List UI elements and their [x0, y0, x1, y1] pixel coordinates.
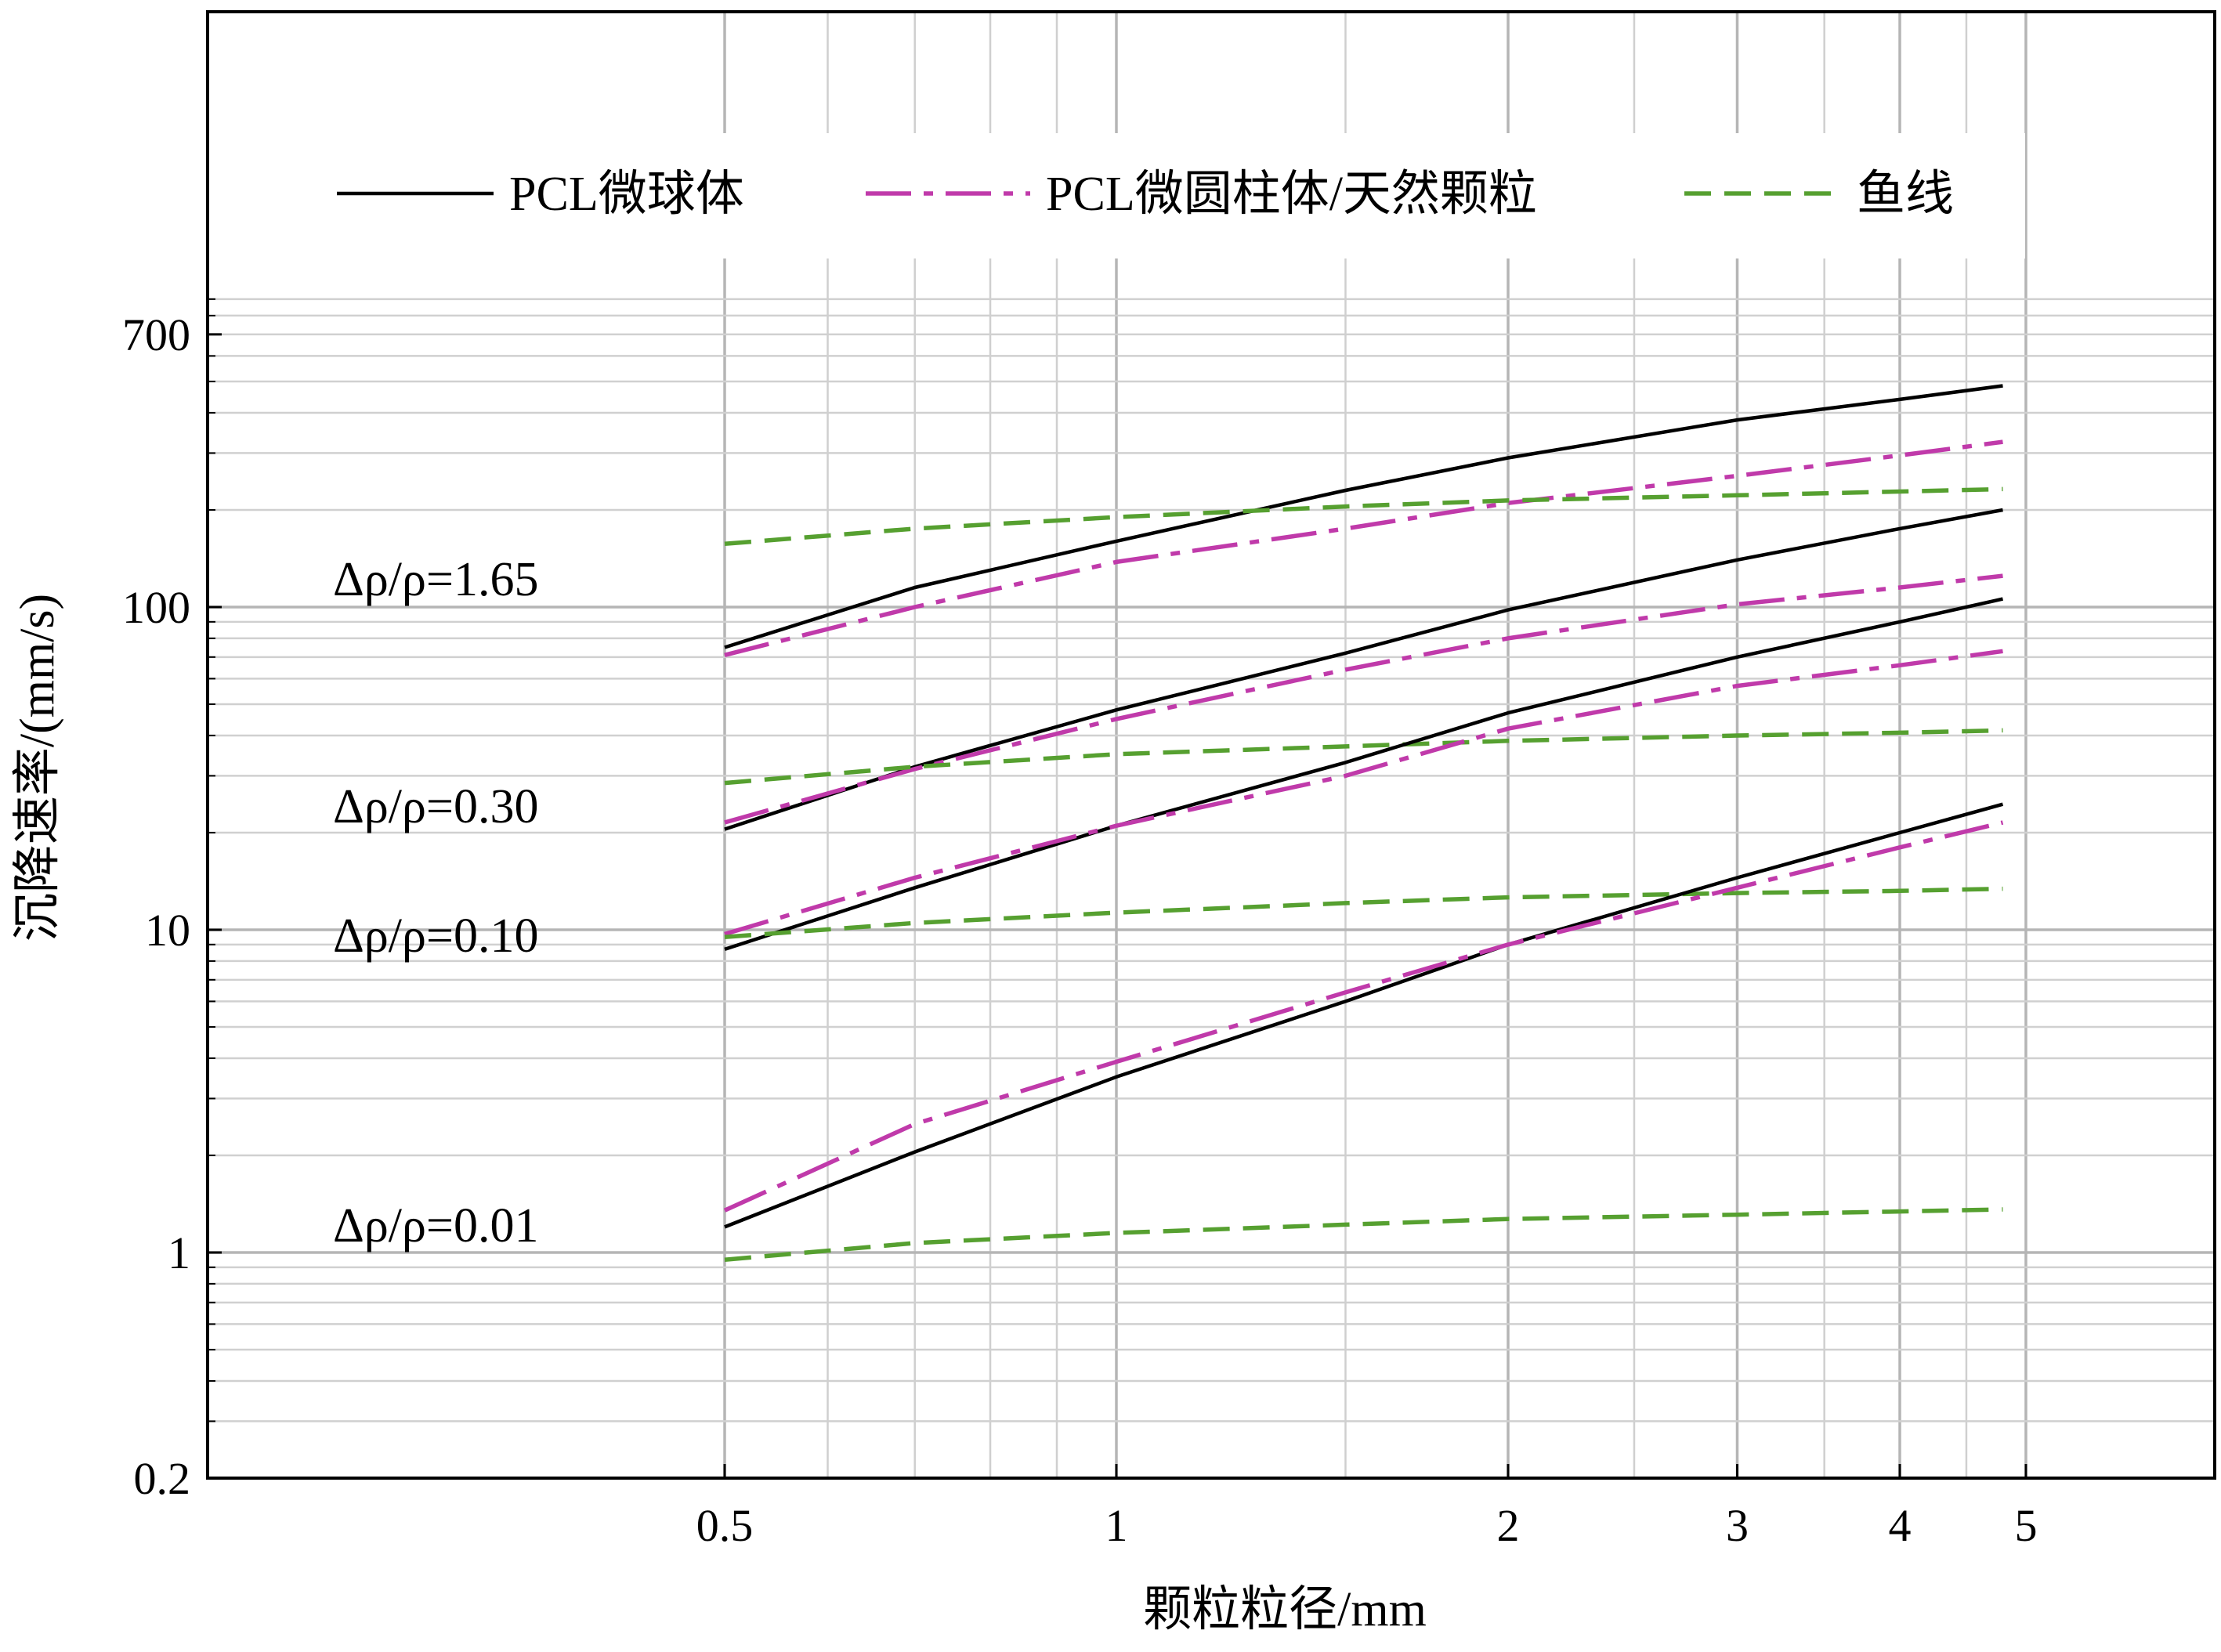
density-ratio-label: Δρ/ρ=1.65	[333, 553, 538, 606]
y-tick-label: 0.2	[134, 1453, 191, 1504]
x-tick-label: 5	[2014, 1500, 2037, 1551]
series-line	[724, 384, 2003, 649]
series-line	[724, 1207, 2003, 1262]
series-line	[724, 649, 2003, 937]
series-line	[724, 597, 2003, 952]
density-ratio-label: Δρ/ρ=0.30	[333, 780, 538, 833]
x-tick-label: 4	[1889, 1500, 1912, 1551]
series-line	[724, 728, 2003, 786]
density-ratio-label: Δρ/ρ=0.01	[333, 1199, 538, 1253]
x-axis-title: 颗粒粒径/mm	[1143, 1583, 1427, 1636]
series-line	[724, 573, 2003, 825]
x-tick-label: 2	[1497, 1500, 1520, 1551]
legend-label: 鱼线	[1857, 168, 1954, 221]
series-line	[724, 486, 2003, 547]
legend: PCL微球体 PCL微圆柱体/天然颗粒 鱼线	[309, 133, 2025, 258]
density-ratio-label: Δρ/ρ=0.10	[333, 909, 538, 963]
x-tick-label: 3	[1726, 1500, 1749, 1551]
tick-layer: 0.5 1 2 3 4 5 0.2 1 10 100 700	[122, 298, 2037, 1551]
y-axis-title: 沉降速率/(mm/s)	[11, 594, 64, 942]
y-tick-label: 100	[122, 582, 190, 633]
legend-label: PCL微圆柱体/天然颗粒	[1046, 168, 1537, 221]
x-tick-label: 0.5	[696, 1500, 754, 1551]
y-tick-label: 1	[168, 1227, 190, 1278]
plot-frame	[206, 10, 2216, 1480]
annotation-layer: Δρ/ρ=1.65 Δρ/ρ=0.30 Δρ/ρ=0.10 Δρ/ρ=0.01	[333, 553, 538, 1253]
y-tick-label: 700	[122, 309, 190, 360]
series-line	[724, 508, 2003, 831]
series-line	[723, 820, 2004, 1213]
series-line	[724, 886, 2003, 939]
series-line	[724, 802, 2004, 1229]
series-layer	[723, 384, 2004, 1262]
x-tick-label: 1	[1105, 1500, 1128, 1551]
legend-label: PCL微球体	[509, 168, 744, 221]
y-tick-label: 10	[145, 905, 190, 956]
legend-box	[309, 133, 2025, 258]
